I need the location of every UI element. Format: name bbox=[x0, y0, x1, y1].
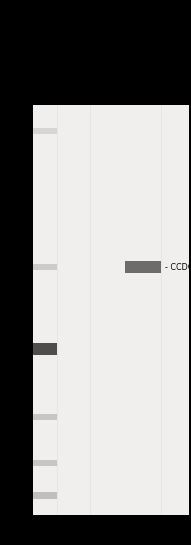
Text: 180-: 180- bbox=[8, 458, 30, 468]
Bar bbox=[57, 105, 58, 515]
Bar bbox=[33, 493, 57, 499]
Bar bbox=[33, 414, 57, 420]
Text: 12-: 12- bbox=[14, 126, 30, 136]
Text: 230-: 230- bbox=[8, 491, 30, 501]
Text: 116-: 116- bbox=[8, 412, 30, 422]
Bar bbox=[0, 0, 33, 545]
Bar bbox=[33, 264, 57, 270]
Bar bbox=[125, 261, 161, 273]
Bar bbox=[33, 343, 57, 355]
Bar bbox=[0, 0, 191, 105]
Bar bbox=[90, 105, 91, 515]
Text: - CCDC124: - CCDC124 bbox=[165, 263, 191, 271]
Bar bbox=[33, 128, 57, 134]
Bar bbox=[0, 515, 191, 545]
Bar bbox=[33, 460, 57, 466]
Bar bbox=[33, 105, 189, 515]
Bar bbox=[161, 105, 162, 515]
Text: 40-: 40- bbox=[14, 262, 30, 272]
Text: 66: 66 bbox=[17, 344, 30, 354]
